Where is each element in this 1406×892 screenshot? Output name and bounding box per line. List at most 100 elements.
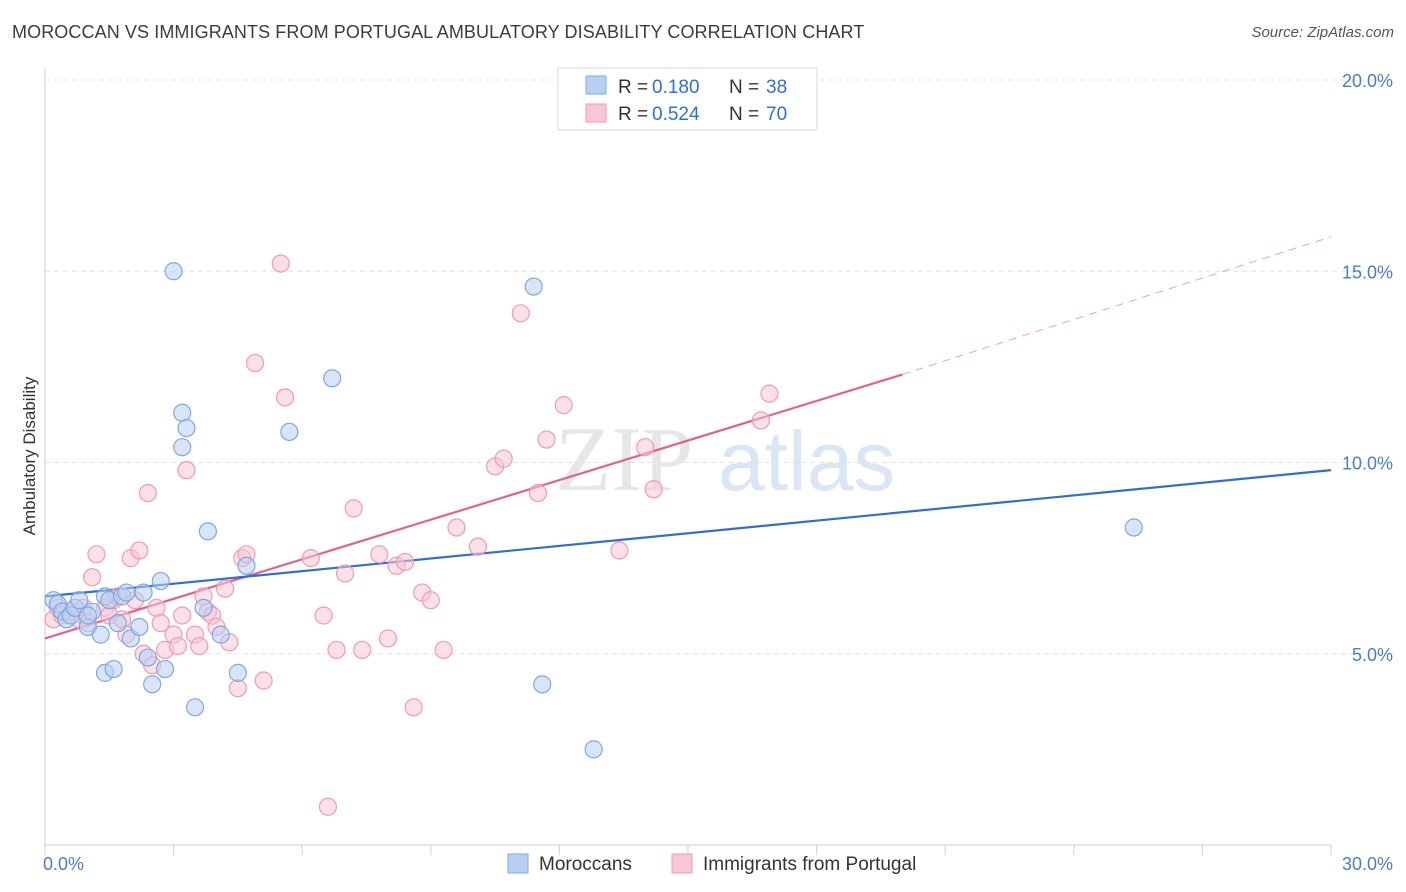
moroccans-point-30 <box>185 698 205 717</box>
portugal-point-47 <box>327 640 346 660</box>
moroccans-point-27 <box>173 403 192 422</box>
portugal-point-66 <box>554 396 573 415</box>
portugal-point-9 <box>87 545 106 564</box>
portugal-point-26 <box>168 636 187 656</box>
x-tick-label-min: 0.0% <box>43 854 84 874</box>
portugal-point-42 <box>271 254 290 273</box>
portugal-point-59 <box>447 518 466 537</box>
series-moroccans-points <box>44 262 1143 759</box>
legend-swatch-moroccans <box>585 75 607 95</box>
moroccans-point-36 <box>280 422 299 441</box>
x-ticks <box>44 845 1332 855</box>
portugal-point-44 <box>301 549 320 568</box>
portugal-point-49 <box>344 499 363 518</box>
moroccans-point-28 <box>177 418 196 438</box>
moroccans-point-10 <box>78 606 97 625</box>
portugal-point-65 <box>537 430 556 449</box>
moroccans-point-20 <box>130 617 149 637</box>
portugal-point-62 <box>494 449 513 468</box>
moroccans-point-34 <box>228 663 247 682</box>
portugal-point-8 <box>83 568 102 587</box>
legend-r-value-1: 0.180 <box>652 77 700 98</box>
portugal-point-67 <box>610 541 629 560</box>
legend-r-value-2: 0.524 <box>652 104 700 125</box>
portugal-point-58 <box>434 640 453 660</box>
portugal-point-46 <box>318 797 338 816</box>
portugal-point-55 <box>404 698 423 717</box>
moroccans-point-23 <box>143 675 162 694</box>
y-tick-label-4: 20.0% <box>1342 71 1393 91</box>
moroccans-point-21 <box>134 583 153 602</box>
watermark-atlas: atlas <box>718 414 895 508</box>
portugal-point-69 <box>644 480 663 499</box>
legend-n-label-1: N = <box>729 77 759 98</box>
bottom-legend-swatch-portugal <box>671 853 693 874</box>
moroccans-point-29 <box>173 438 192 457</box>
moroccans-point-18 <box>117 583 136 602</box>
moroccans-point-38 <box>524 277 543 296</box>
watermark-zip: ZIP <box>555 408 693 510</box>
portugal-point-35 <box>215 579 235 598</box>
portugal-point-22 <box>147 598 166 617</box>
legend-r-label-2: R = <box>618 104 648 125</box>
legend-n-label-2: N = <box>729 104 759 125</box>
portugal-point-30 <box>190 636 209 656</box>
moroccans-point-33 <box>211 625 230 644</box>
y-tick-label-2: 10.0% <box>1342 454 1393 474</box>
watermark: ZIP atlas <box>555 408 895 510</box>
y-tick-label-3: 15.0% <box>1342 262 1393 282</box>
portugal-point-52 <box>378 629 398 648</box>
bottom-legend-label-portugal: Immigrants from Portugal <box>703 854 916 875</box>
legend-swatch-portugal <box>585 103 607 123</box>
moroccans-point-41 <box>1124 518 1143 537</box>
moroccans-point-35 <box>237 556 256 575</box>
y-axis-label: Ambulatory Disability <box>20 376 39 535</box>
moroccans-point-39 <box>533 675 552 694</box>
portugal-point-51 <box>370 545 389 564</box>
moroccans-point-22 <box>138 648 157 667</box>
chart-title: MOROCCAN VS IMMIGRANTS FROM PORTUGAL AMB… <box>12 22 865 42</box>
moroccans-point-31 <box>194 598 213 617</box>
moroccans-point-37 <box>323 369 342 388</box>
portugal-point-37 <box>228 679 247 698</box>
moroccans-point-40 <box>584 740 603 759</box>
portugal-point-72 <box>760 384 779 403</box>
bottom-legend: Moroccans Immigrants from Portugal <box>507 853 916 875</box>
portugal-point-63 <box>511 304 530 323</box>
legend: R = 0.180 N = 38 R = 0.524 N = 70 <box>557 67 818 131</box>
legend-r-label-1: R = <box>618 77 648 98</box>
source-label: Source: ZipAtlas.com <box>1251 24 1394 41</box>
portugal-point-40 <box>245 353 265 373</box>
moroccans-point-16 <box>108 614 127 633</box>
portugal-point-71 <box>751 411 770 430</box>
moroccans-point-7 <box>70 591 89 610</box>
trend-line-moroccans <box>44 469 1332 598</box>
portugal-point-60 <box>468 537 488 556</box>
portugal-point-57 <box>421 591 440 610</box>
moroccans-point-11 <box>91 625 110 644</box>
legend-n-value-2: 70 <box>766 104 787 125</box>
trend-line-portugal-extension <box>902 236 1332 376</box>
portugal-point-43 <box>275 388 295 407</box>
portugal-point-18 <box>130 541 149 560</box>
portugal-point-20 <box>138 484 157 503</box>
bottom-legend-swatch-moroccans <box>507 853 529 874</box>
moroccans-point-32 <box>198 522 217 541</box>
bottom-legend-label-moroccans: Moroccans <box>539 854 632 875</box>
y-tick-label-1: 5.0% <box>1352 645 1393 665</box>
portugal-point-64 <box>528 484 548 503</box>
portugal-point-41 <box>254 671 273 690</box>
portugal-point-68 <box>636 438 655 457</box>
legend-n-value-1: 38 <box>766 77 787 98</box>
x-tick-label-max: 30.0% <box>1342 854 1393 874</box>
portugal-point-28 <box>177 461 196 480</box>
portugal-point-48 <box>335 564 355 583</box>
portugal-point-27 <box>173 606 192 625</box>
portugal-point-50 <box>353 640 372 660</box>
y-tick-labels: 5.0% 10.0% 15.0% 20.0% <box>1342 71 1393 665</box>
moroccans-point-25 <box>155 659 175 679</box>
moroccans-point-15 <box>104 659 123 679</box>
portugal-point-45 <box>314 606 333 625</box>
moroccans-point-24 <box>151 571 170 591</box>
